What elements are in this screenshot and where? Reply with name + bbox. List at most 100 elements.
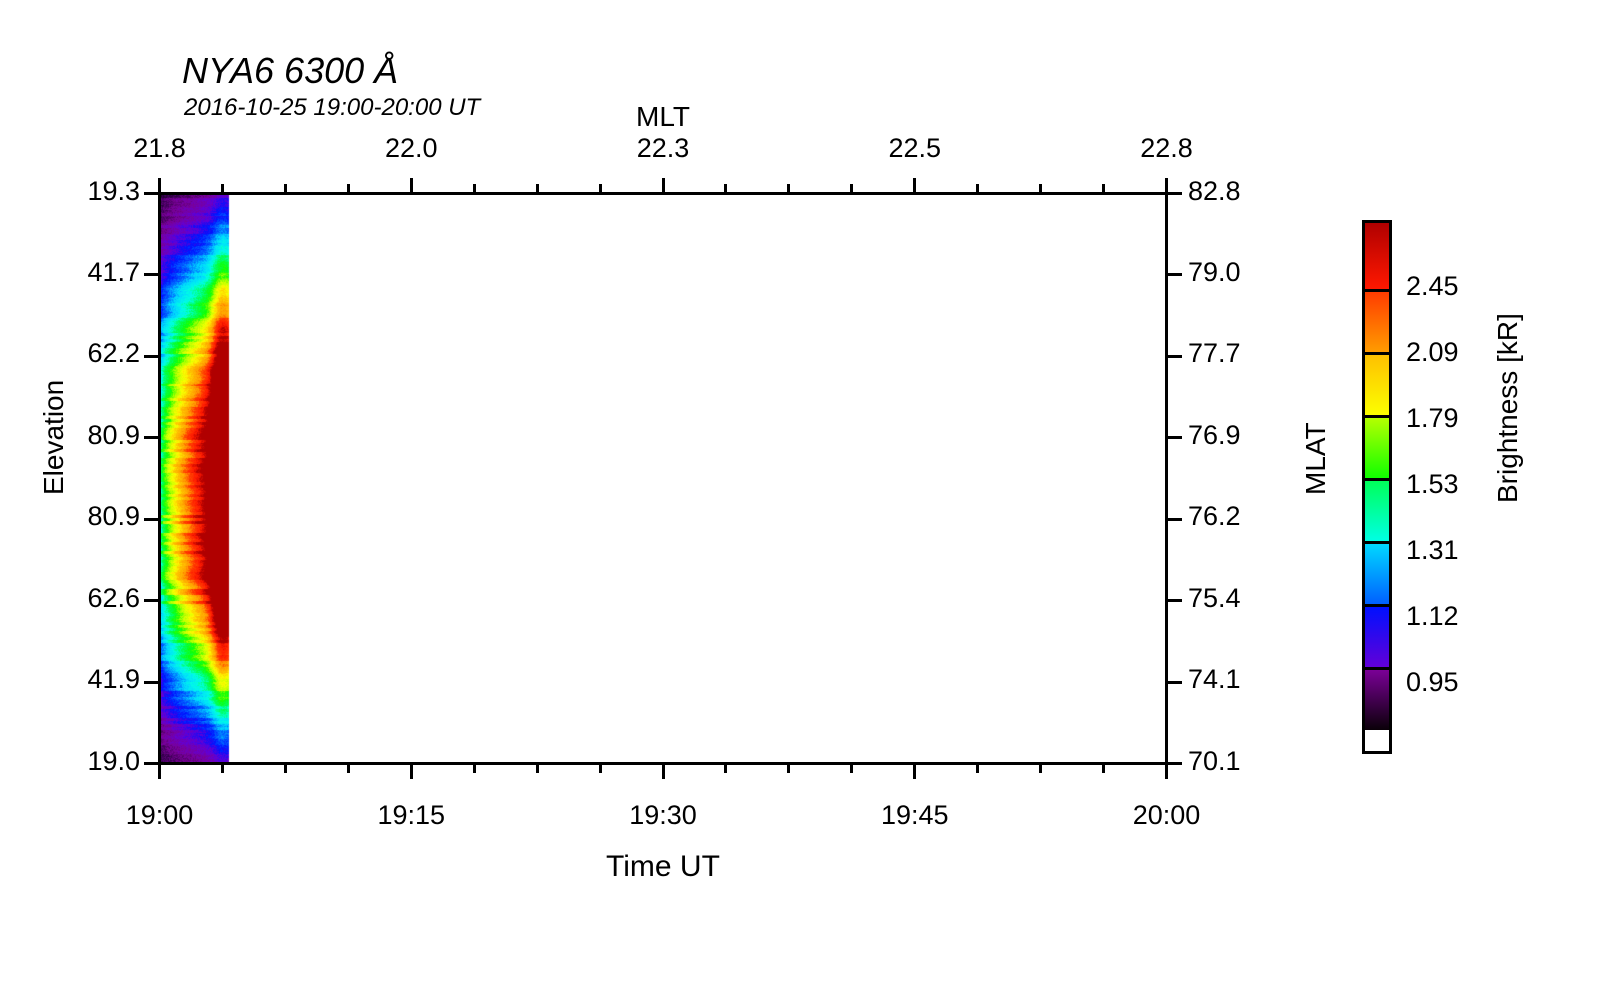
elevation-tick-label: 80.9 xyxy=(87,419,140,450)
mlt-tick-major xyxy=(661,178,665,192)
time-tick-minor xyxy=(598,765,602,773)
time-tick-major xyxy=(158,765,161,779)
elevation-tick-label: 41.7 xyxy=(87,256,140,287)
colorbar-band xyxy=(1365,289,1389,352)
elevation-tick-major xyxy=(144,192,158,195)
colorbar-band xyxy=(1365,415,1389,478)
colorbar-tick-label: 1.53 xyxy=(1406,469,1459,499)
mlt-tick-major xyxy=(913,178,917,192)
colorbar-band xyxy=(1365,667,1389,730)
mlat-tick-major xyxy=(1168,354,1182,358)
elevation-tick-label: 19.0 xyxy=(87,745,140,776)
mlt-tick-minor xyxy=(535,184,539,192)
mlt-tick-minor xyxy=(472,184,476,192)
mlat-tick-label: 79.0 xyxy=(1188,256,1241,287)
mlt-tick-minor xyxy=(787,184,791,192)
elevation-tick-label: 41.9 xyxy=(87,664,140,695)
colorbar-band xyxy=(1365,478,1389,541)
time-tick-label: 19:15 xyxy=(377,800,446,830)
mlat-tick-label: 76.9 xyxy=(1188,419,1241,450)
colorbar-tick-label: 1.79 xyxy=(1406,403,1459,433)
elevation-tick-major xyxy=(144,273,158,277)
time-tick-label: 20:00 xyxy=(1132,800,1201,830)
time-tick-minor xyxy=(535,765,539,773)
time-tick-label: 19:30 xyxy=(629,800,697,830)
elevation-tick-label: 62.2 xyxy=(87,338,140,369)
time-tick-major xyxy=(913,765,917,779)
plot-area xyxy=(158,192,1168,765)
mlat-tick-major xyxy=(1168,436,1182,440)
colorbar-tick-label: 1.31 xyxy=(1406,535,1459,565)
mlat-tick-label: 82.8 xyxy=(1188,175,1241,206)
time-tick-major xyxy=(1165,765,1168,779)
mlat-tick-major xyxy=(1168,517,1182,521)
colorbar-band xyxy=(1365,223,1389,289)
keogram-image xyxy=(161,195,1165,762)
elevation-tick-major xyxy=(144,436,158,440)
elevation-tick-label: 19.3 xyxy=(87,175,140,206)
mlt-tick-major xyxy=(158,178,161,192)
mlat-tick-label: 76.2 xyxy=(1188,501,1241,532)
elevation-tick-label: 80.9 xyxy=(87,501,140,532)
time-tick-minor xyxy=(1039,765,1043,773)
mlt-tick-minor xyxy=(220,184,224,192)
right-axis-title: MLAT xyxy=(1300,421,1331,495)
mlat-tick-major xyxy=(1168,192,1182,195)
mlt-tick-label: 22.3 xyxy=(636,133,690,163)
time-tick-minor xyxy=(976,765,980,773)
bottom-axis-title: Time UT xyxy=(606,850,720,883)
mlt-tick-major xyxy=(1165,178,1168,192)
mlt-tick-minor xyxy=(850,184,854,192)
colorbar xyxy=(1362,220,1392,754)
mlt-tick-major xyxy=(409,178,413,192)
time-tick-major xyxy=(661,765,665,779)
elevation-tick-major xyxy=(144,762,158,765)
colorbar-title: Brightness [kR] xyxy=(1492,313,1523,503)
mlt-tick-label: 22.5 xyxy=(888,133,942,163)
mlat-tick-major xyxy=(1168,680,1182,684)
time-tick-minor xyxy=(850,765,854,773)
page-title: NYA6 6300 Å xyxy=(182,50,399,91)
elevation-tick-major xyxy=(144,354,158,358)
time-tick-minor xyxy=(472,765,476,773)
mlt-tick-label: 22.8 xyxy=(1140,133,1193,163)
time-tick-minor xyxy=(787,765,791,773)
mlat-tick-major xyxy=(1168,273,1182,277)
time-tick-label: 19:00 xyxy=(125,800,194,830)
colorbar-tick-label: 2.45 xyxy=(1406,271,1459,301)
left-axis-title: Elevation xyxy=(38,379,69,495)
elevation-tick-major xyxy=(144,517,158,521)
elevation-tick-label: 62.6 xyxy=(87,582,140,613)
mlt-tick-label: 22.0 xyxy=(384,133,438,163)
mlat-tick-label: 75.4 xyxy=(1188,582,1241,613)
elevation-tick-major xyxy=(144,680,158,684)
elevation-tick-major xyxy=(144,599,158,603)
time-tick-minor xyxy=(283,765,287,773)
mlt-tick-minor xyxy=(598,184,602,192)
mlat-tick-label: 70.1 xyxy=(1188,745,1241,776)
colorbar-tick-label: 1.12 xyxy=(1406,601,1459,631)
mlat-tick-label: 77.7 xyxy=(1188,338,1241,369)
mlt-tick-minor xyxy=(1039,184,1043,192)
top-axis-title: MLT xyxy=(636,101,690,132)
colorbar-band xyxy=(1365,541,1389,604)
mlt-tick-label: 21.8 xyxy=(133,133,186,163)
colorbar-tick-label: 0.95 xyxy=(1406,667,1459,697)
mlt-tick-minor xyxy=(976,184,980,192)
colorbar-band xyxy=(1365,604,1389,667)
time-tick-minor xyxy=(1102,765,1106,773)
mlat-tick-label: 74.1 xyxy=(1188,664,1241,695)
time-tick-minor xyxy=(346,765,350,773)
time-tick-major xyxy=(409,765,413,779)
mlt-tick-minor xyxy=(283,184,287,192)
colorbar-band xyxy=(1365,352,1389,415)
mlat-tick-major xyxy=(1168,762,1182,765)
time-tick-label: 19:45 xyxy=(880,800,949,830)
time-tick-minor xyxy=(724,765,728,773)
mlt-tick-minor xyxy=(724,184,728,192)
mlt-tick-minor xyxy=(346,184,350,192)
page-subtitle: 2016-10-25 19:00-20:00 UT xyxy=(184,94,481,121)
mlat-tick-major xyxy=(1168,599,1182,603)
time-tick-minor xyxy=(220,765,224,773)
colorbar-tick-label: 2.09 xyxy=(1406,337,1459,367)
